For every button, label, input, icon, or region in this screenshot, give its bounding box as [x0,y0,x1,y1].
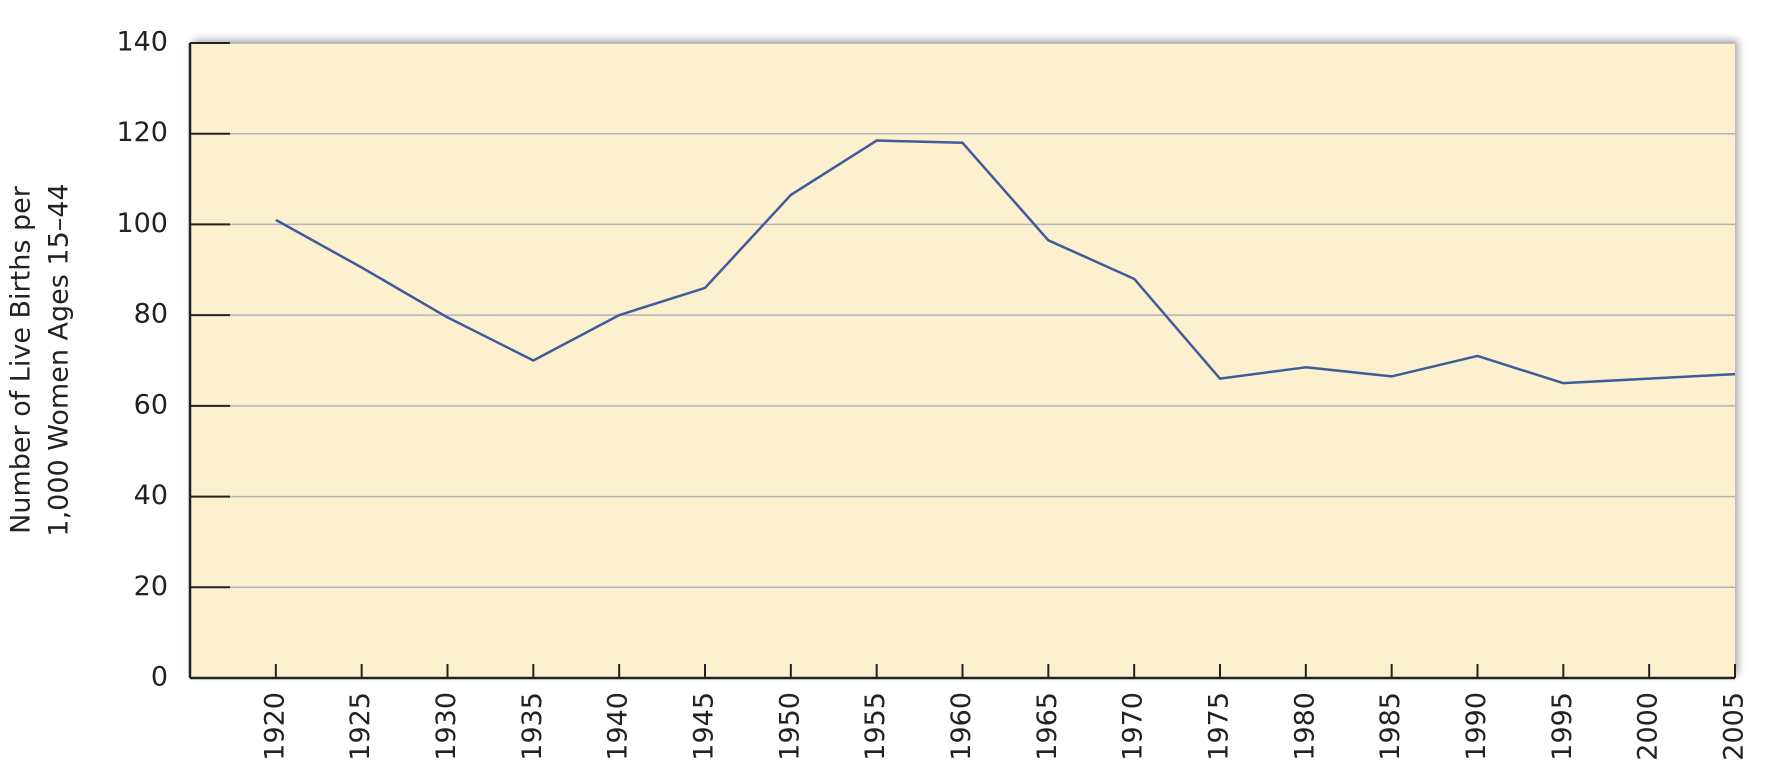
y-tick-label: 100 [116,208,168,239]
y-tick-label: 60 [134,389,168,420]
x-tick-label: 1955 [860,692,891,761]
y-tick-label: 20 [134,571,168,602]
y-axis-title: Number of Live Births per [6,185,37,534]
x-tick-label: 2000 [1633,692,1664,761]
x-tick-label: 1995 [1547,692,1578,761]
y-axis-title: 1,000 Women Ages 15–44 [44,183,75,536]
x-tick-label: 1970 [1118,692,1149,761]
x-tick-label: 1950 [774,692,805,761]
x-tick-label: 1980 [1289,692,1320,761]
x-tick-label: 1960 [946,692,977,761]
x-tick-label: 1940 [603,692,634,761]
data-line [275,139,1736,385]
x-tick-label: 2005 [1719,692,1750,761]
x-tick-label: 1975 [1204,692,1235,761]
y-tick-label: 80 [134,299,168,330]
x-tick-label: 1925 [345,692,376,761]
x-tick-label: 1985 [1375,692,1406,761]
y-tick-label: 140 [116,27,168,58]
x-tick-label: 1920 [259,692,290,761]
y-tick-label: 120 [116,117,168,148]
y-tick-label: 0 [151,662,168,693]
y-tick-label: 40 [134,480,168,511]
x-tick-label: 1990 [1461,692,1492,761]
x-tick-label: 1965 [1032,692,1063,761]
x-tick-label: 1945 [689,692,720,761]
x-tick-label: 1935 [517,692,548,761]
plot-area [190,43,1735,678]
x-tick-label: 1930 [431,692,462,761]
